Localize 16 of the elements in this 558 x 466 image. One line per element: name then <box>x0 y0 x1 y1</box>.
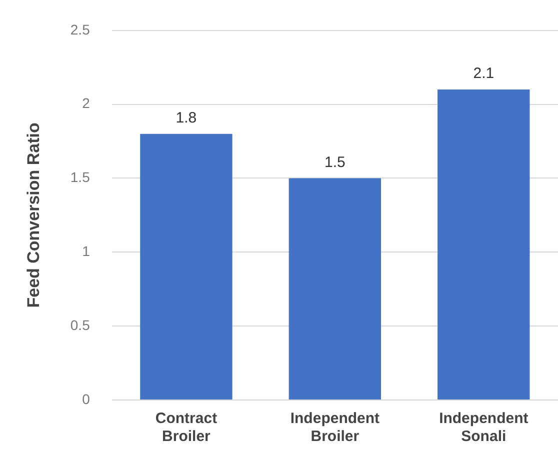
y-tick-label: 2.5 <box>70 21 90 38</box>
data-label: 2.1 <box>473 65 494 82</box>
y-tick-label: 1.5 <box>70 169 90 186</box>
bar <box>438 90 530 400</box>
bar <box>140 134 232 400</box>
data-label: 1.8 <box>176 110 197 127</box>
x-tick-label: Independent Broiler <box>290 410 380 446</box>
y-tick-label: 2 <box>82 95 90 112</box>
y-tick-label: 0 <box>82 390 90 407</box>
x-tick-label: Contract Broiler <box>155 410 218 446</box>
x-tick-label: Independent Sonali <box>439 410 528 446</box>
bar <box>288 178 382 400</box>
y-axis-title: Feed Conversion Ratio <box>24 122 43 308</box>
y-tick-label: 0.5 <box>70 316 90 333</box>
y-tick-label: 1 <box>82 243 90 260</box>
data-label: 1.5 <box>324 154 346 171</box>
